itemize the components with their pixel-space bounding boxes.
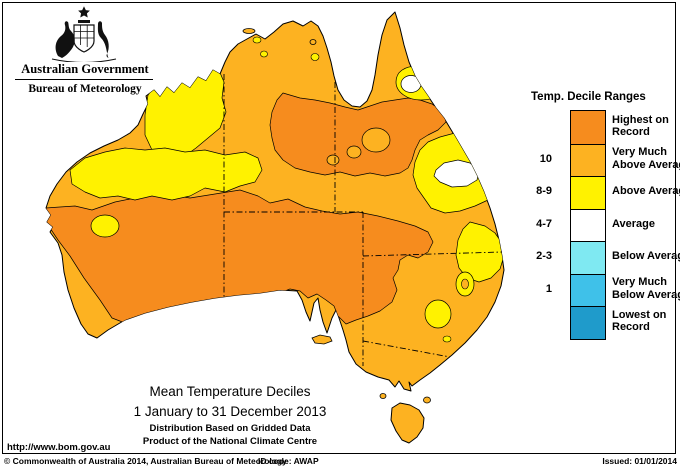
groote-island bbox=[309, 39, 317, 45]
region-above-average-pilbara bbox=[69, 147, 263, 201]
legend-range-10: 10 bbox=[539, 153, 552, 165]
copyright-text: © Commonwealth of Australia 2014, Austra… bbox=[4, 456, 287, 466]
map-titles: Mean Temperature Deciles 1 January to 31… bbox=[60, 384, 400, 447]
legend-title: Temp. Decile Ranges bbox=[531, 91, 646, 103]
region-above-average-nsw-dot bbox=[442, 335, 452, 343]
region-above-average-nsw-blob bbox=[424, 299, 452, 329]
border-nsw-vic bbox=[362, 340, 451, 358]
region-above-average-gove-dot bbox=[310, 53, 320, 61]
gov-title: Australian Government bbox=[21, 62, 149, 76]
region-decile10-hole bbox=[346, 145, 362, 159]
legend-range-2-3: 2-3 bbox=[536, 250, 552, 262]
region-highest-on-record-central bbox=[269, 92, 447, 177]
legend-swatch-below-average bbox=[571, 241, 605, 274]
legend-swatch-lowest-on-record bbox=[571, 306, 605, 339]
region-decile10-hole bbox=[326, 154, 340, 166]
region-above-average-topend-dot bbox=[260, 50, 268, 58]
state-borders bbox=[223, 74, 503, 366]
issued-date: Issued: 01/01/2014 bbox=[602, 456, 677, 466]
tasmania bbox=[390, 402, 425, 444]
date-range: 1 January to 31 December 2013 bbox=[133, 404, 327, 419]
legend-label-average: Average bbox=[612, 217, 656, 230]
legend-swatch-very-much-below bbox=[571, 273, 605, 306]
legend-swatch-highest-on-record bbox=[571, 111, 605, 144]
logo-divider bbox=[15, 79, 153, 80]
id-code: ID code: AWAP bbox=[258, 456, 319, 466]
legend-label-lowest-on-record: Lowest on Record bbox=[612, 308, 667, 334]
region-above-average-gascoyne bbox=[90, 214, 120, 238]
region-above-average-topend-dot bbox=[252, 36, 262, 44]
king-island bbox=[379, 393, 387, 399]
border-qld-nsw bbox=[362, 251, 503, 257]
kangaroo-island bbox=[311, 334, 333, 345]
legend-swatch-above-average bbox=[571, 176, 605, 209]
bureau-title: Bureau of Meteorology bbox=[28, 83, 142, 95]
region-average-qld-coast bbox=[433, 159, 480, 188]
page-title: Mean Temperature Deciles bbox=[149, 384, 311, 399]
legend-range-8-9: 8-9 bbox=[536, 185, 552, 197]
map-frame-border bbox=[2, 2, 676, 454]
legend-color-scale bbox=[570, 110, 606, 340]
region-above-average-qld-coast-south bbox=[455, 221, 504, 283]
melville-island bbox=[242, 28, 256, 34]
legend-label-above-average: Above Average bbox=[612, 185, 680, 197]
legend-label-highest-on-record: Highest on Record bbox=[612, 113, 669, 139]
legend-label-below-average: Below Average bbox=[612, 250, 680, 262]
region-decile10-hole bbox=[361, 127, 391, 153]
legend-label-very-much-above: Very Much Above Average bbox=[612, 146, 680, 171]
legend-swatch-average bbox=[571, 208, 605, 241]
legend-label-very-much-below: Very Much Below Average bbox=[612, 276, 680, 301]
legend-range-1: 1 bbox=[545, 283, 552, 295]
region-decile10-nsw-ring-hole bbox=[461, 278, 469, 290]
coat-of-arms-icon bbox=[51, 6, 117, 62]
subtitle-distribution: Distribution Based on Gridded Data bbox=[149, 423, 311, 434]
bom-url: http://www.bom.gov.au bbox=[7, 442, 111, 453]
legend-swatch-very-much-above bbox=[571, 143, 605, 176]
subtitle-product: Product of the National Climate Centre bbox=[142, 436, 318, 447]
legend-range-4-7: 4-7 bbox=[536, 218, 552, 230]
flinders-island bbox=[423, 396, 431, 404]
